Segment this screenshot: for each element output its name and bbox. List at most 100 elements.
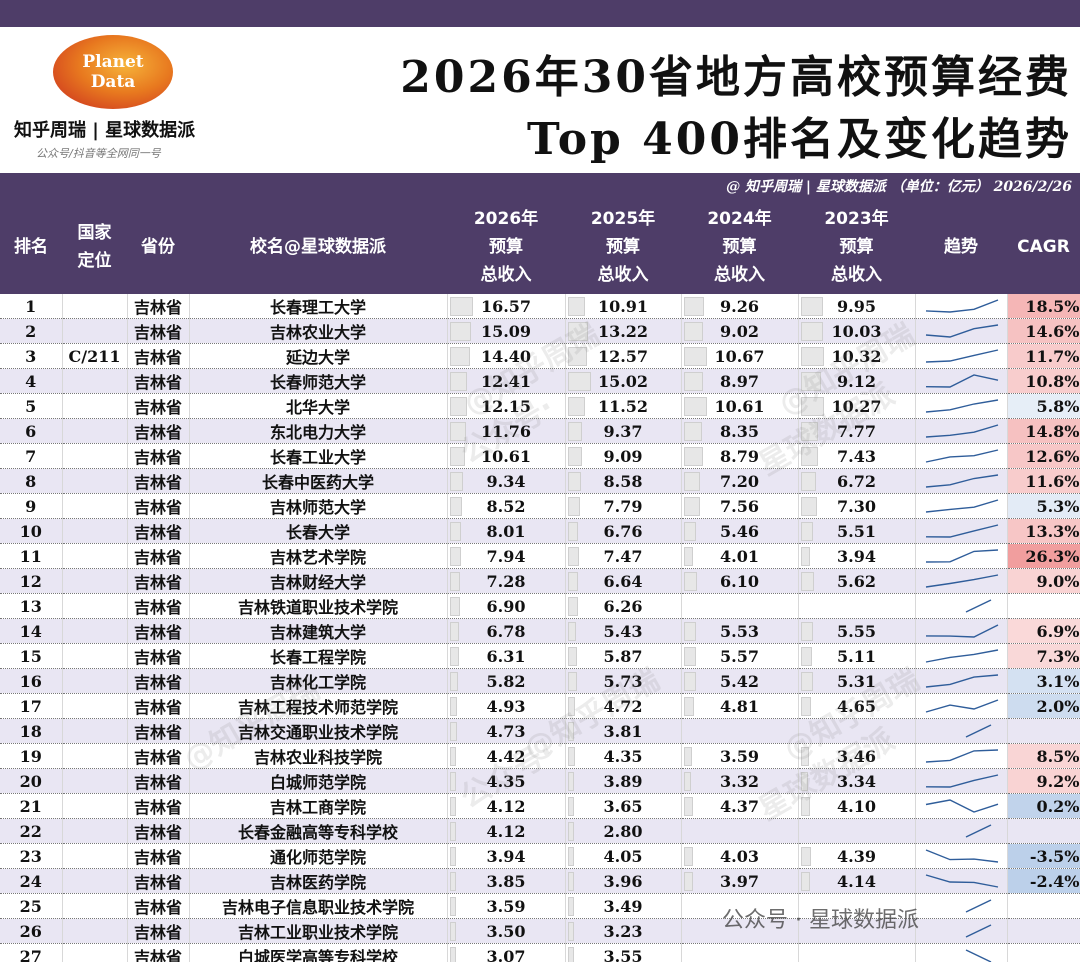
school-name-cell: 延边大学	[189, 343, 448, 370]
budget-cell-2024	[681, 593, 799, 620]
table-row: 24 吉林省 吉林医药学院 3.85 3.96 3.97 4.14 -2.4%	[0, 868, 1080, 895]
budget-cell-2023: 4.14	[798, 868, 916, 895]
school-name-cell: 吉林财经大学	[189, 568, 448, 595]
trend-sparkline-cell	[915, 718, 1008, 745]
cagr-cell: 5.8%	[1007, 393, 1080, 420]
budget-bar-2025	[567, 822, 574, 842]
budget-bar-2024	[683, 797, 693, 817]
cagr-cell: 3.1%	[1007, 668, 1080, 695]
school-name-cell: 北华大学	[189, 393, 448, 420]
trend-sparkline	[925, 474, 998, 488]
national-position-cell	[62, 893, 128, 920]
school-name-cell: 吉林农业科技学院	[189, 743, 448, 770]
budget-value-2025: 15.02	[597, 371, 649, 391]
national-position-cell	[62, 418, 128, 445]
trend-sparkline-cell	[915, 893, 1008, 920]
trend-line	[965, 924, 991, 938]
trend-sparkline-cell	[915, 543, 1008, 570]
budget-value-2024: 3.59	[720, 746, 759, 766]
school-name-cell: 长春金融高等专科学校	[189, 818, 448, 845]
budget-value-2023: 4.10	[837, 796, 876, 816]
budget-value-2023: 9.95	[837, 296, 876, 316]
col-header-2025-year: 2025年	[590, 209, 656, 229]
budget-cell-2025: 9.37	[565, 418, 682, 445]
national-position-cell	[62, 843, 128, 870]
budget-value-2024: 6.10	[720, 571, 759, 591]
budget-value-2026: 3.85	[486, 871, 526, 891]
table-row: 16 吉林省 吉林化工学院 5.82 5.73 5.42 5.31 3.1%	[0, 668, 1080, 695]
budget-cell-2023	[798, 918, 916, 945]
budget-cell-2026: 8.01	[447, 518, 566, 545]
school-name-cell: 吉林建筑大学	[189, 618, 448, 645]
budget-bar-2025	[567, 372, 591, 392]
budget-value-2024: 8.97	[720, 371, 759, 391]
province-cell: 吉林省	[127, 443, 190, 470]
budget-cell-2023: 9.12	[798, 368, 916, 395]
budget-bar-2024	[683, 622, 696, 642]
budget-bar-2026	[449, 697, 457, 717]
cagr-cell: 18.5%	[1007, 294, 1080, 320]
budget-bar-2023	[800, 547, 810, 567]
budget-value-2026: 7.94	[486, 546, 526, 566]
budget-bar-2025	[567, 422, 582, 442]
ranking-table: 1 吉林省 长春理工大学 16.57 10.91 9.26 9.95 18.5% 2 吉林省 吉林农…	[0, 294, 1080, 962]
rank-cell: 5	[0, 393, 63, 420]
budget-value-2024: 9.02	[720, 321, 759, 341]
budget-bar-2026	[449, 497, 462, 517]
col-header-2023-year: 2023年	[824, 209, 889, 229]
budget-bar-2023	[800, 747, 809, 767]
table-row: 14 吉林省 吉林建筑大学 6.78 5.43 5.53 5.55 6.9%	[0, 618, 1080, 645]
budget-value-2025: 4.35	[603, 746, 643, 766]
budget-value-2026: 4.35	[486, 771, 526, 791]
cagr-cell: 9.2%	[1007, 768, 1080, 795]
budget-value-2025: 9.09	[603, 446, 643, 466]
budget-cell-2024: 5.42	[681, 668, 799, 695]
budget-value-2023: 5.62	[837, 571, 876, 591]
trend-sparkline	[925, 399, 998, 413]
school-name-cell: 长春师范大学	[189, 368, 448, 395]
budget-cell-2023: 9.95	[798, 294, 916, 320]
trend-line	[965, 899, 991, 913]
trend-sparkline	[925, 499, 998, 513]
cagr-cell: 14.8%	[1007, 418, 1080, 445]
province-cell: 吉林省	[127, 718, 190, 745]
trend-line	[925, 424, 998, 438]
budget-bar-2024	[683, 647, 696, 667]
trend-sparkline-cell	[915, 868, 1008, 895]
trend-sparkline-cell	[915, 743, 1008, 770]
budget-cell-2025: 5.43	[565, 618, 682, 645]
col-header-pos-l2: 定位	[77, 251, 112, 271]
school-name-cell: 吉林工业职业技术学院	[189, 918, 448, 945]
page-title-line1: 2026年30省地方高校预算经费	[400, 52, 1072, 103]
budget-value-2023: 7.30	[837, 496, 876, 516]
trend-sparkline	[925, 624, 998, 639]
cagr-cell: 9.0%	[1007, 568, 1080, 595]
budget-cell-2024: 5.57	[681, 643, 799, 670]
school-name-cell: 长春理工大学	[189, 294, 448, 320]
budget-bar-2026	[449, 397, 467, 417]
budget-value-2025: 6.76	[603, 521, 643, 541]
budget-cell-2025: 13.22	[565, 318, 682, 345]
trend-sparkline-cell	[915, 518, 1008, 545]
budget-value-2026: 14.40	[480, 346, 532, 366]
national-position-cell	[62, 918, 128, 945]
budget-value-2024: 8.79	[720, 446, 759, 466]
trend-sparkline	[925, 524, 998, 538]
table-row: 1 吉林省 长春理工大学 16.57 10.91 9.26 9.95 18.5%	[0, 294, 1080, 320]
col-header-trend: 趋势	[944, 237, 978, 257]
budget-cell-2025: 7.79	[565, 493, 682, 520]
school-name-cell: 长春大学	[189, 518, 448, 545]
budget-bar-2024	[683, 672, 696, 692]
table-row: 7 吉林省 长春工业大学 10.61 9.09 8.79 7.43 12.6%	[0, 443, 1080, 470]
trend-line	[925, 449, 998, 463]
budget-cell-2025: 11.52	[565, 393, 682, 420]
budget-value-2024: 7.56	[720, 496, 759, 516]
budget-value-2026: 6.78	[486, 621, 526, 641]
budget-value-2024: 7.20	[720, 471, 759, 491]
budget-value-2024: 5.57	[720, 646, 759, 666]
budget-value-2026: 16.57	[480, 296, 532, 316]
budget-cell-2023: 10.03	[798, 318, 916, 345]
budget-bar-2024	[683, 422, 702, 442]
budget-bar-2025	[567, 872, 574, 892]
budget-cell-2024: 3.97	[681, 868, 799, 895]
